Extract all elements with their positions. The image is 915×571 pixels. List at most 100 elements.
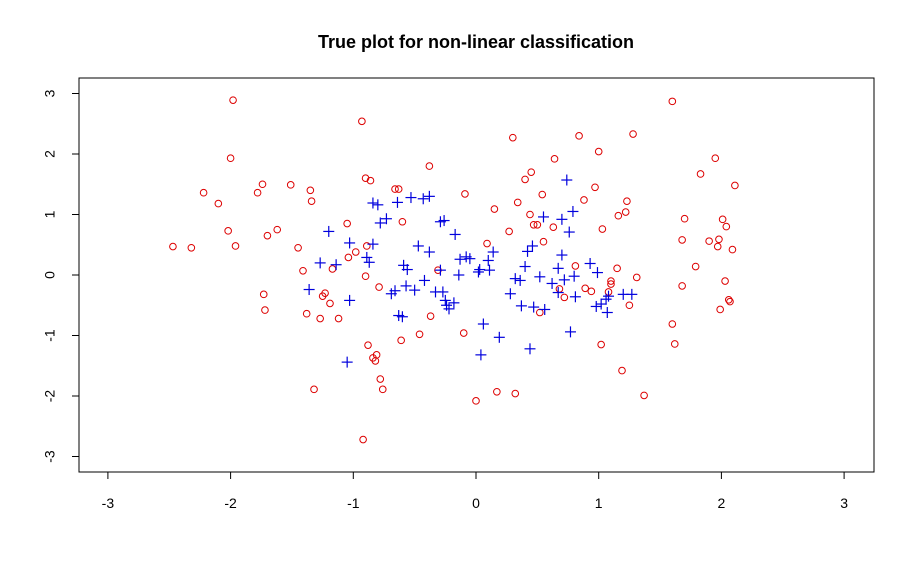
data-point-circle (306, 186, 315, 195)
data-point-circle (472, 397, 480, 405)
y-tick-label: 3 (42, 89, 58, 97)
data-point-plus (601, 307, 613, 319)
data-point-plus (443, 303, 455, 315)
data-point-circle (493, 387, 501, 396)
data-point-circle (668, 320, 677, 328)
data-point-circle (361, 174, 370, 182)
data-point-circle (229, 96, 237, 104)
data-point-circle (613, 264, 621, 273)
data-point-circle (361, 272, 370, 281)
data-point-plus (552, 287, 564, 299)
data-point-circle (571, 262, 580, 270)
data-point-plus (344, 294, 356, 306)
data-point-plus (341, 356, 353, 368)
data-point-circle (224, 227, 232, 235)
data-point-plus (569, 291, 581, 303)
data-point-plus (472, 266, 484, 278)
data-point-plus (367, 197, 379, 209)
data-point-circle (226, 154, 235, 163)
data-point-circle (623, 197, 631, 205)
data-point-circle (591, 183, 599, 192)
data-point-plus (493, 331, 505, 343)
data-point-circle (415, 330, 424, 339)
data-point-circle (426, 312, 435, 320)
data-point-circle (378, 385, 387, 394)
data-point-circle (307, 197, 316, 205)
data-point-plus (412, 240, 424, 252)
data-point-circle (724, 296, 733, 304)
data-point-circle (483, 239, 491, 248)
data-point-circle (538, 190, 547, 199)
data-point-plus (563, 226, 575, 238)
data-point-plus (534, 271, 546, 283)
data-point-circle (263, 231, 272, 240)
data-point-circle (375, 283, 383, 291)
data-point-circle (529, 220, 538, 229)
data-point-plus (487, 246, 499, 258)
data-point-circle (587, 287, 596, 296)
data-point-circle (316, 314, 324, 323)
x-tick-label: 0 (472, 495, 480, 511)
data-point-plus (438, 215, 450, 227)
data-point-plus (454, 253, 466, 265)
data-point-circle (253, 188, 262, 197)
data-point-plus (561, 174, 573, 186)
data-points (169, 96, 739, 444)
data-point-circle (521, 175, 529, 184)
data-point-plus (477, 318, 489, 330)
data-point-plus (418, 274, 430, 286)
data-point-circle (715, 235, 723, 244)
data-point-circle (560, 293, 569, 302)
data-point-circle (169, 242, 177, 251)
data-point-circle (394, 185, 403, 193)
x-tick-label: 3 (840, 495, 848, 511)
data-point-circle (526, 210, 534, 219)
y-axis: -3 -2 -1 0 1 2 3 (42, 89, 80, 463)
data-point-circle (731, 181, 739, 190)
data-point-plus (504, 288, 516, 300)
data-point-circle (625, 301, 634, 310)
data-point-plus (591, 267, 603, 279)
data-point-circle (231, 242, 240, 250)
data-point-plus (567, 205, 579, 217)
data-point-circle (533, 220, 542, 229)
data-point-circle (614, 211, 623, 220)
data-point-circle (299, 266, 307, 275)
data-point-circle (632, 273, 641, 282)
data-point-plus (528, 301, 540, 313)
data-point-circle (513, 198, 522, 207)
data-point-plus (380, 213, 392, 225)
data-point-circle (618, 366, 626, 375)
data-point-plus (391, 196, 403, 208)
data-point-circle (358, 117, 366, 126)
data-point-circle (273, 225, 282, 234)
data-point-plus (546, 277, 558, 289)
data-point-circle (678, 282, 686, 290)
chart-title: True plot for non-linear classification (318, 32, 634, 52)
data-point-circle (580, 196, 588, 204)
data-point-circle (310, 385, 318, 394)
data-point-plus (374, 217, 386, 229)
data-point-circle (539, 237, 548, 246)
data-point-circle (726, 297, 734, 306)
data-point-plus (539, 303, 551, 315)
data-point-circle (721, 277, 729, 285)
data-point-circle (629, 130, 637, 138)
data-point-circle (364, 341, 372, 349)
data-point-plus (396, 311, 408, 323)
y-tick-label: 1 (42, 210, 58, 218)
data-point-plus (524, 343, 536, 355)
data-point-circle (326, 299, 334, 308)
data-point-circle (459, 329, 468, 337)
y-tick-label: -3 (42, 450, 58, 463)
data-point-plus (449, 228, 461, 240)
data-point-plus (314, 257, 326, 269)
data-point-circle (366, 176, 375, 185)
data-point-plus (303, 284, 315, 296)
data-point-circle (549, 223, 558, 232)
data-point-circle (575, 132, 583, 140)
data-point-plus (482, 254, 494, 266)
data-point-plus (515, 300, 527, 312)
